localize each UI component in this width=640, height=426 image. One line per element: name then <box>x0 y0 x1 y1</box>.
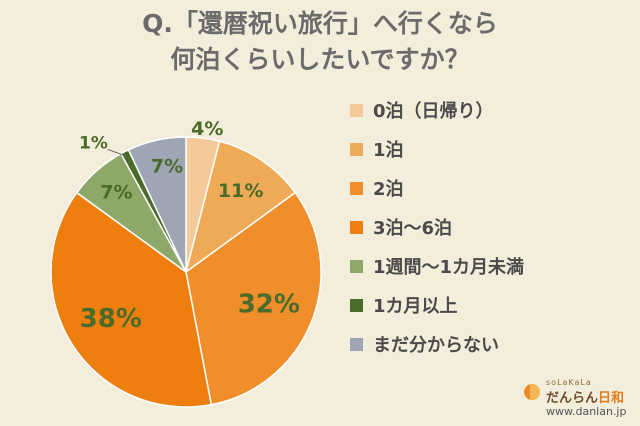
legend-item-2: 1泊 <box>350 135 524 163</box>
legend-swatch-1 <box>350 103 363 117</box>
data-label-4: 38% <box>80 304 142 334</box>
legend-item-5: 1週間～1カ月未満 <box>350 252 524 280</box>
brand-url: www.danlan.jp <box>546 405 627 418</box>
data-label-6: 1% <box>79 133 108 153</box>
legend-label-5: 1週間～1カ月未満 <box>373 257 525 278</box>
legend-label-1: 0泊（日帰り） <box>373 101 494 122</box>
chart-legend: 0泊（日帰り） 1泊 2泊 3泊～6泊 1週間～1カ月未満 1カ月以上まだ分からない <box>350 96 524 369</box>
pie-slice-4 <box>50 191 213 408</box>
brand-mark-icon <box>524 384 540 400</box>
leader-line-1-percent <box>107 148 128 157</box>
legend-swatch-2 <box>350 142 363 156</box>
legend-label-4: 3泊～6泊 <box>373 218 453 239</box>
data-label-5: 7% <box>100 182 132 204</box>
brand-tagline: soLaKaLa <box>546 378 592 387</box>
brand-name: だんらん日和 <box>546 387 624 406</box>
brand-name-part-2: 日和 <box>598 391 625 406</box>
brand-logo: soLaKaLa だんらん日和 www.danlan.jp <box>524 378 634 422</box>
legend-swatch-7 <box>350 337 363 351</box>
data-label-1: 4% <box>191 118 223 140</box>
legend-item-1: 0泊（日帰り） <box>350 96 524 124</box>
legend-swatch-4 <box>350 220 363 234</box>
legend-swatch-3 <box>350 181 363 195</box>
data-label-2: 11% <box>218 180 263 202</box>
legend-swatch-6 <box>350 298 363 312</box>
legend-item-3: 2泊 <box>350 174 524 202</box>
legend-item-6: 1カ月以上 <box>350 291 524 319</box>
data-label-3: 32% <box>238 289 300 319</box>
legend-label-7: まだ分からない <box>373 335 499 356</box>
legend-label-3: 2泊 <box>373 179 404 200</box>
pie-slice-7 <box>127 136 187 273</box>
legend-swatch-5 <box>350 259 363 273</box>
pie-slice-3 <box>185 191 322 406</box>
chart-title-line-1: Q.「還暦祝い旅行」へ行くなら <box>142 9 498 38</box>
legend-label-6: 1カ月以上 <box>373 296 458 317</box>
legend-item-4: 3泊～6泊 <box>350 213 524 241</box>
pie-slice-2 <box>184 140 297 274</box>
chart-title-line-2: 何泊くらいしたいですか？ <box>170 45 470 74</box>
brand-name-part-1: だんらん <box>546 391 599 406</box>
legend-item-7: まだ分からない <box>350 330 524 358</box>
legend-label-2: 1泊 <box>373 140 404 161</box>
data-label-7: 7% <box>151 156 183 178</box>
